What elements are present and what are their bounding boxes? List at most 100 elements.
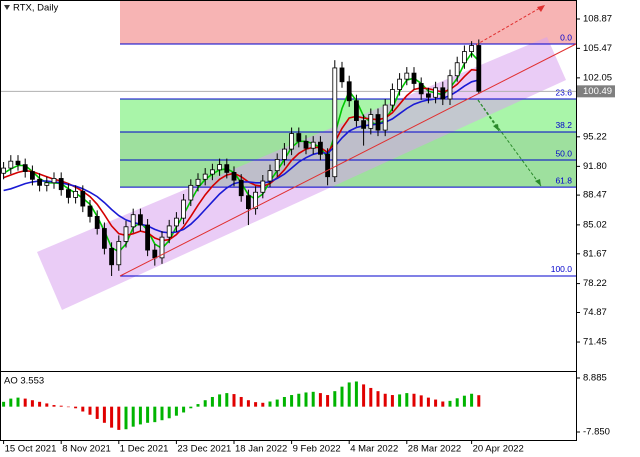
candle-body [389, 89, 395, 106]
candle-body [332, 67, 338, 178]
candle-body [188, 184, 194, 201]
ao-bar [23, 398, 27, 407]
candle-body [281, 148, 287, 160]
ao-bar [110, 406, 114, 428]
candle-body [411, 72, 417, 84]
x-tick-label: 8 Nov 2021 [62, 444, 111, 455]
y-tick-label: 91.80 [583, 161, 607, 172]
candle-body [461, 51, 467, 64]
candle-body [181, 199, 187, 219]
candle-body [245, 195, 251, 210]
candle-body [173, 217, 179, 227]
ao-bar [412, 393, 416, 407]
arrow-head [537, 5, 545, 12]
x-tick-label: 15 Oct 2021 [5, 444, 57, 455]
candle-body [231, 171, 237, 181]
candle-body [145, 224, 151, 251]
ao-bar [182, 406, 186, 413]
candle-body [152, 249, 158, 259]
ao-bar [102, 406, 106, 423]
y-tick-label: 95.22 [583, 131, 607, 142]
ao-bar [390, 395, 394, 407]
candle-body [66, 189, 71, 198]
ao-bar [203, 400, 207, 407]
candle-body [166, 225, 172, 238]
candle-body [253, 191, 259, 210]
ao-bar [448, 400, 452, 407]
y-tick-label: 8.885 [583, 373, 607, 384]
x-tick-label: 28 Mar 2022 [408, 444, 461, 455]
ao-bar [268, 401, 272, 407]
arrow-head [535, 179, 541, 186]
candle-body [440, 87, 446, 100]
ao-bar [210, 396, 214, 407]
ao-bar [95, 406, 99, 419]
ao-bar [282, 396, 286, 407]
symbol-icon [4, 5, 10, 10]
ao-bar [225, 393, 229, 407]
candle-body [447, 75, 453, 100]
candle-body [224, 164, 230, 173]
fib-label: 50.0 [555, 148, 572, 158]
ao-bar [455, 398, 459, 407]
ao-bar [462, 395, 466, 407]
candle-body [476, 45, 482, 92]
ao-bar [246, 400, 250, 407]
ao-bar [52, 405, 56, 407]
fib-zone [120, 0, 576, 45]
plot-layer: 0.0 23.6 38.2 50.0 61.8 100.0 [0, 32, 576, 430]
candle-body [238, 179, 244, 197]
ao-bar [45, 403, 49, 407]
ao-bar [88, 406, 92, 415]
candle-body [159, 236, 165, 259]
ao-bar [426, 397, 430, 407]
ao-bar [326, 395, 330, 407]
ao-bar [419, 395, 423, 407]
ao-bar [218, 394, 222, 407]
ao-bar [131, 406, 135, 427]
candle-body [289, 133, 295, 150]
candle-body [303, 140, 309, 149]
candle-body [217, 164, 223, 171]
ao-bar [160, 406, 164, 421]
fib-label: 38.2 [555, 120, 572, 130]
x-tick-label: 1 Dec 2021 [120, 444, 169, 455]
candle-body [37, 178, 42, 186]
y-tick-label: 78.22 [583, 278, 607, 289]
candle-body [368, 114, 374, 129]
candle-body [296, 133, 302, 142]
candle-body [404, 72, 410, 80]
ao-bar [441, 401, 445, 407]
candle-body [130, 214, 136, 228]
candle-body [116, 241, 122, 266]
candle-body [418, 83, 424, 95]
indicator-title: AO 3.553 [4, 376, 44, 387]
candle-body [195, 178, 201, 186]
ao-bar [167, 406, 171, 419]
ao-bar [261, 402, 265, 407]
target-arrow [477, 99, 542, 187]
ao-bar [311, 391, 315, 407]
ao-bar [347, 382, 351, 407]
ao-bar [189, 406, 193, 409]
ao-bar [333, 391, 337, 407]
ao-bar [174, 406, 178, 416]
candle-body [94, 216, 100, 229]
candle-body [375, 114, 381, 131]
candle-body [8, 160, 14, 169]
ao-bar [340, 386, 344, 407]
y-tick-label: 108.87 [583, 14, 612, 25]
ao-bar [362, 384, 366, 407]
candle-body [425, 93, 431, 98]
y-tick-label: 74.87 [583, 307, 607, 318]
ao-bar [146, 406, 150, 423]
ao-bar [16, 397, 20, 407]
candle-body [397, 78, 403, 90]
y-tick-label: 81.67 [583, 248, 607, 259]
candle-body [80, 190, 86, 207]
candle-body [51, 178, 57, 184]
candle-body [267, 170, 273, 182]
ao-bar [398, 394, 402, 407]
candle-body [353, 100, 359, 121]
y-tick-label: 102.05 [583, 72, 612, 83]
